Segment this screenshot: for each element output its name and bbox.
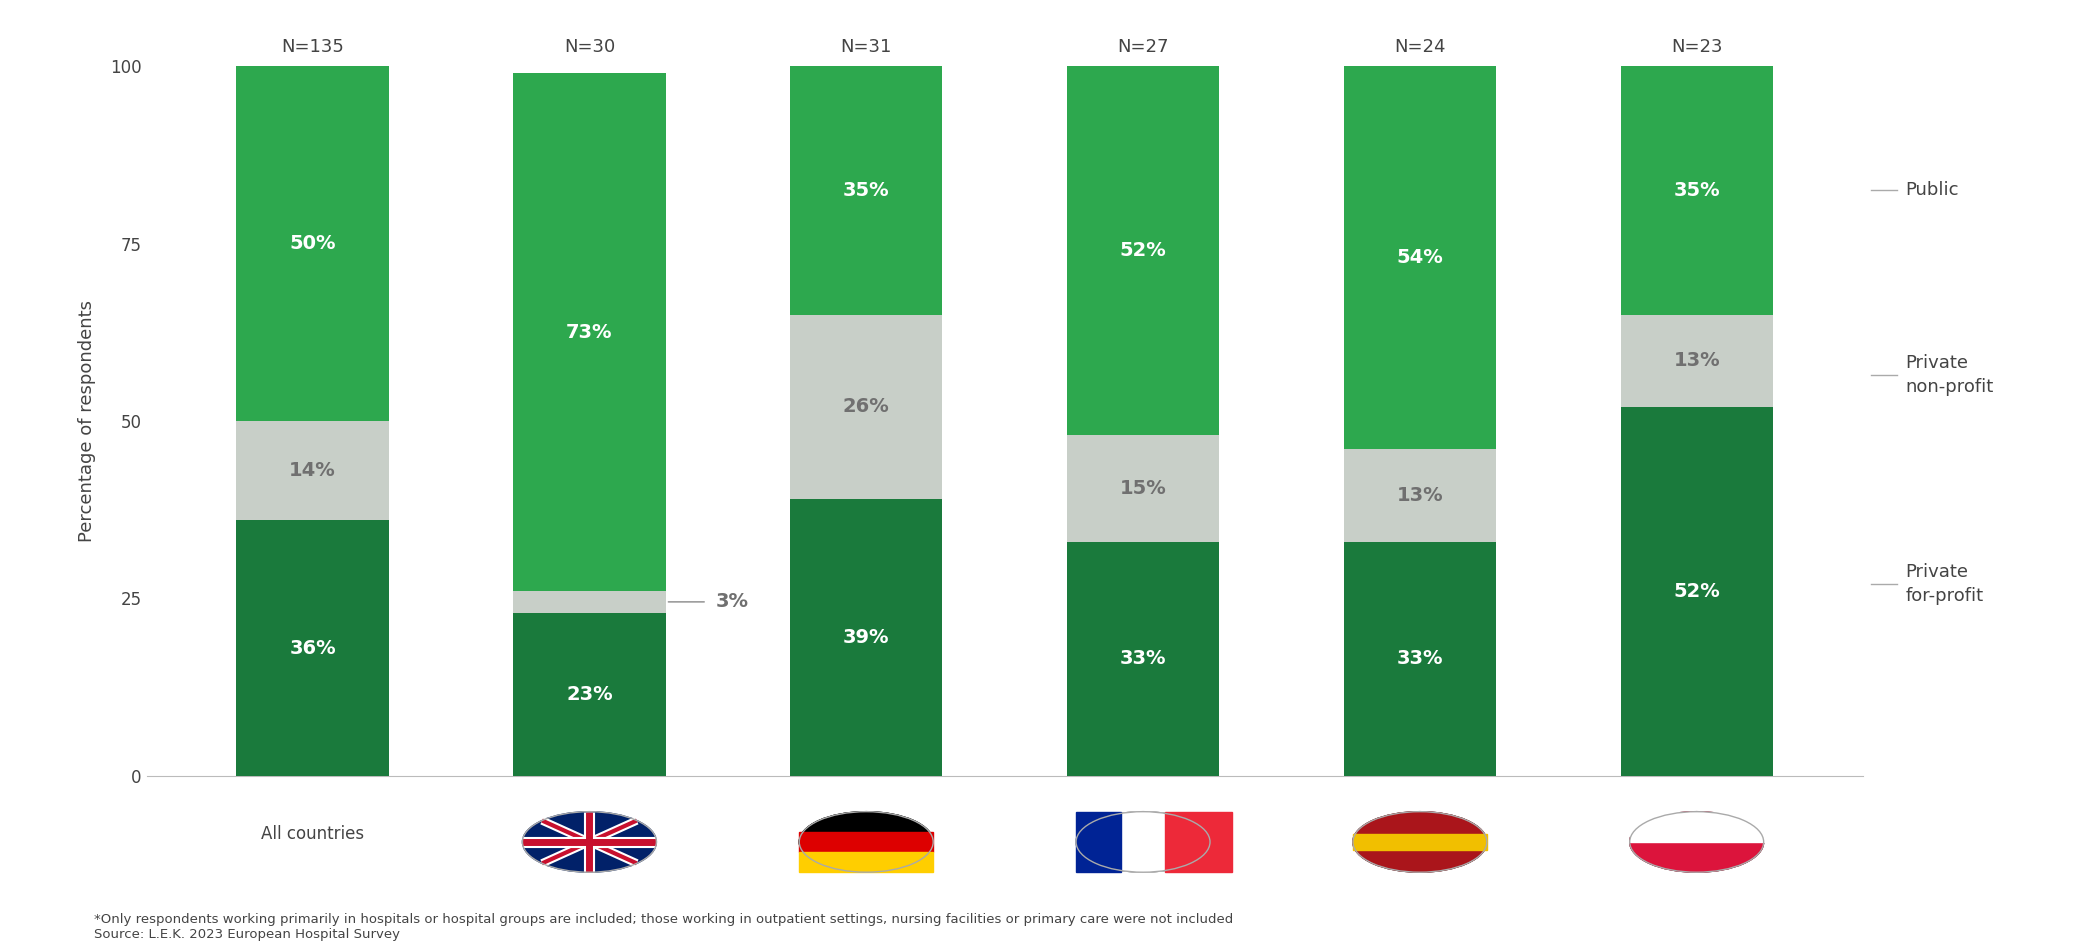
Text: 13%: 13%	[1396, 486, 1444, 505]
Text: All countries: All countries	[262, 825, 364, 844]
Text: Private
for-profit: Private for-profit	[1905, 564, 1984, 604]
Circle shape	[1352, 812, 1486, 872]
Text: 39%: 39%	[843, 628, 890, 647]
Y-axis label: Percentage of respondents: Percentage of respondents	[77, 300, 96, 542]
Bar	[1620, 66, 1773, 314]
Bar	[513, 74, 666, 591]
Text: Public: Public	[1905, 182, 1959, 200]
Bar	[513, 591, 666, 613]
Text: 33%: 33%	[1120, 649, 1166, 668]
Text: N=30: N=30	[563, 38, 615, 56]
Text: *Only respondents working primarily in hospitals or hospital groups are included: *Only respondents working primarily in h…	[94, 913, 1233, 941]
Text: N=23: N=23	[1670, 38, 1723, 56]
Bar	[237, 66, 389, 421]
Text: 33%: 33%	[1396, 649, 1442, 668]
Bar	[800, 832, 933, 852]
Bar	[791, 499, 942, 776]
Bar	[1630, 812, 1764, 842]
Text: N=31: N=31	[841, 38, 892, 56]
Text: Private
non-profit: Private non-profit	[1905, 354, 1995, 395]
Bar	[513, 613, 666, 776]
Bar	[791, 314, 942, 499]
Bar	[1620, 407, 1773, 776]
Text: 35%: 35%	[843, 181, 890, 200]
Text: 35%: 35%	[1674, 181, 1720, 200]
Bar	[1344, 66, 1496, 449]
Text: 52%: 52%	[1120, 241, 1166, 260]
Bar	[1344, 541, 1496, 776]
Text: N=27: N=27	[1118, 38, 1168, 56]
Bar	[1166, 812, 1233, 872]
Text: 3%: 3%	[716, 592, 749, 611]
Text: N=135: N=135	[280, 38, 343, 56]
Text: 52%: 52%	[1672, 582, 1720, 601]
Text: 26%: 26%	[843, 397, 890, 416]
Bar	[1344, 449, 1496, 541]
Bar	[1067, 66, 1218, 435]
Bar	[1067, 541, 1218, 776]
Circle shape	[1630, 812, 1764, 872]
Text: N=24: N=24	[1394, 38, 1446, 56]
Text: 14%: 14%	[289, 461, 337, 481]
Text: 23%: 23%	[565, 685, 613, 704]
Text: 73%: 73%	[567, 323, 613, 342]
Circle shape	[523, 812, 657, 872]
Text: 15%: 15%	[1120, 479, 1166, 498]
Bar	[800, 852, 933, 872]
Text: 54%: 54%	[1396, 248, 1444, 268]
Bar	[1076, 812, 1120, 872]
Bar	[1067, 435, 1218, 541]
Bar	[1620, 314, 1773, 407]
Bar	[237, 520, 389, 776]
Text: 36%: 36%	[289, 639, 335, 657]
Text: 13%: 13%	[1674, 351, 1720, 370]
Text: 50%: 50%	[289, 234, 335, 254]
Circle shape	[800, 812, 933, 872]
Bar	[237, 421, 389, 520]
Bar	[1352, 834, 1486, 850]
Bar	[791, 66, 942, 314]
Circle shape	[1076, 812, 1210, 872]
